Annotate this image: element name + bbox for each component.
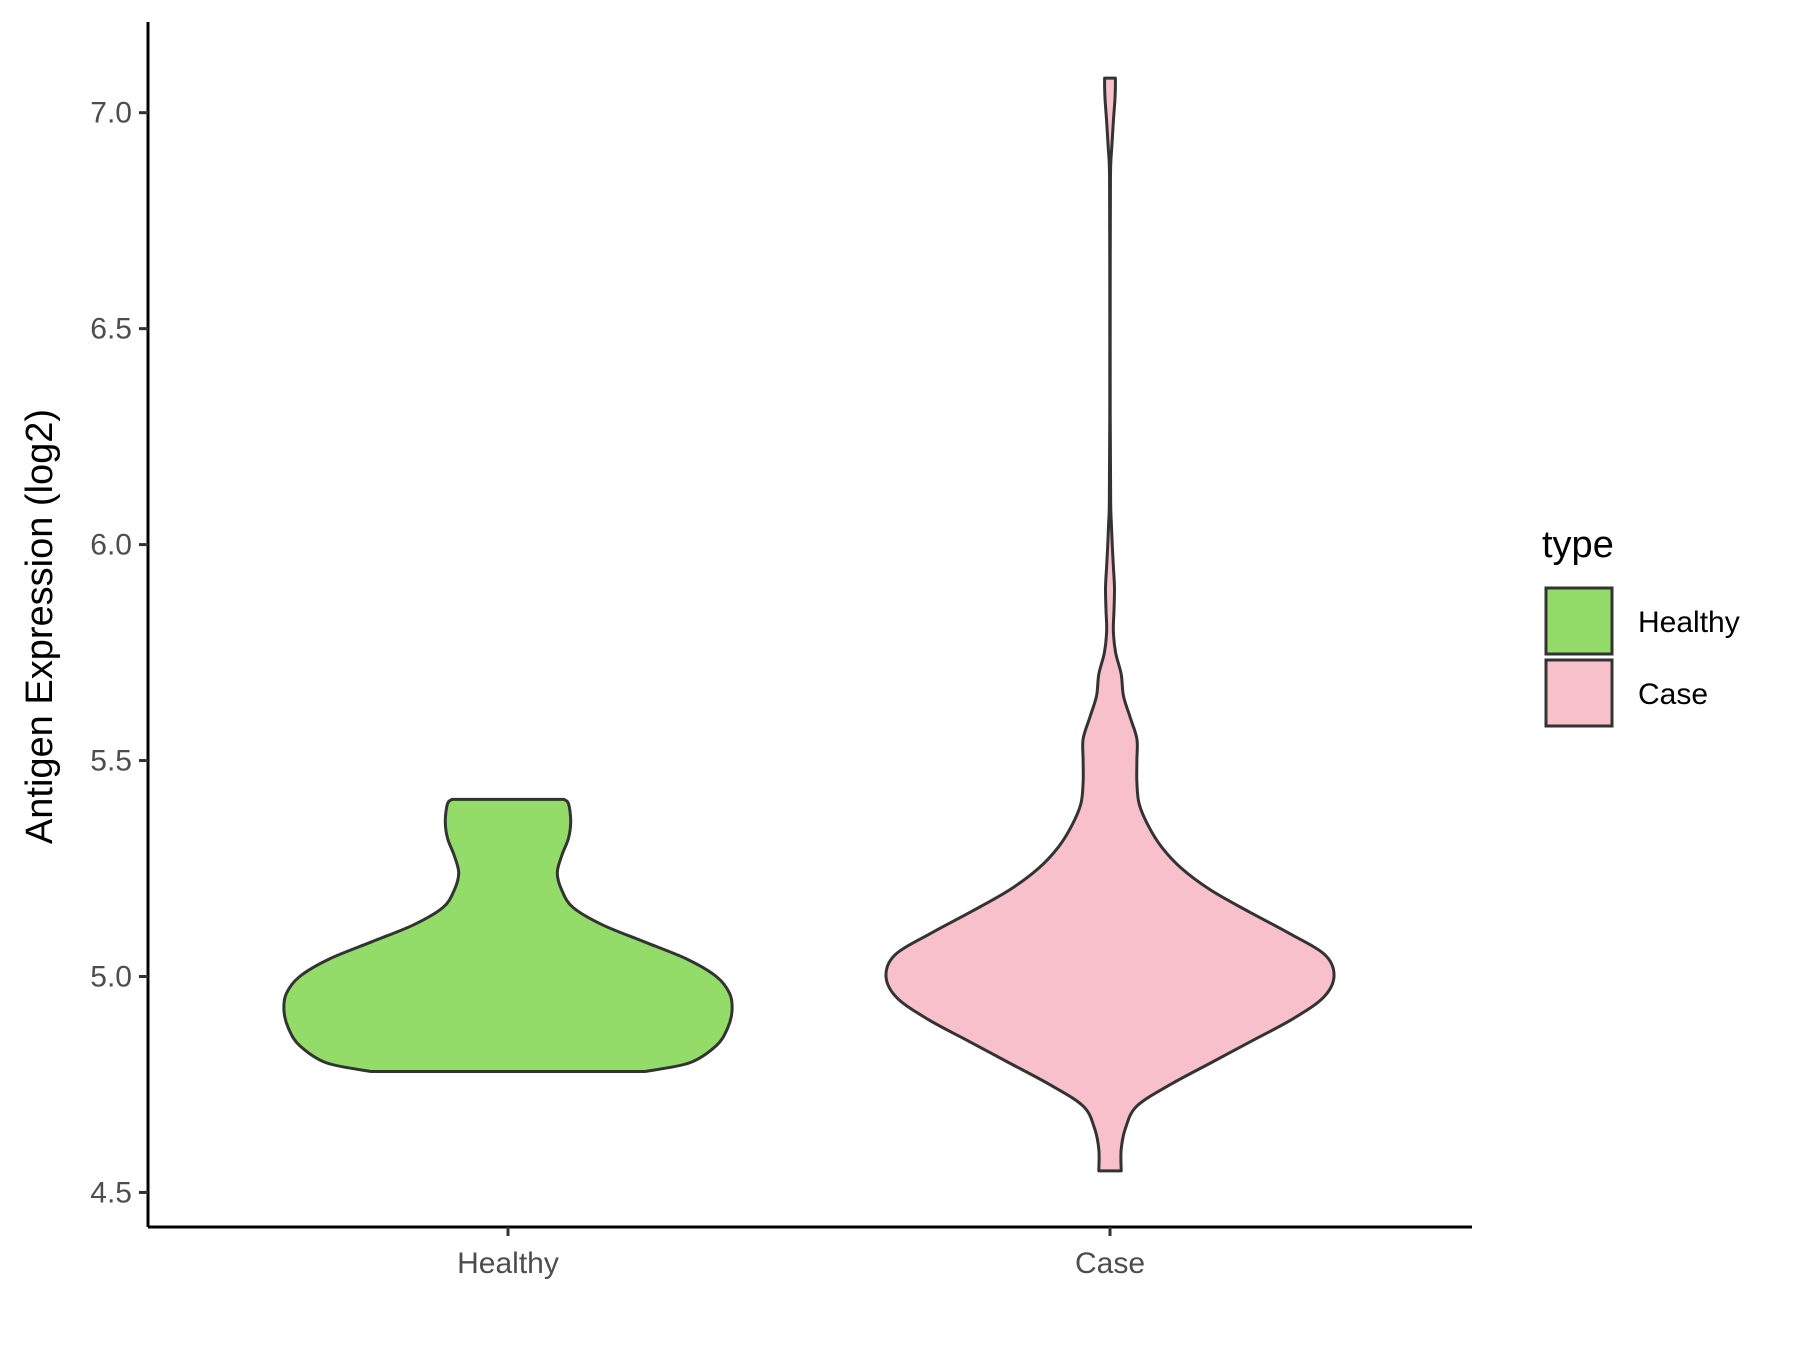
y-axis-ticks: 4.5 5.0 5.5 6.0 6.5 7.0: [90, 97, 148, 1209]
y-tick-label: 5.0: [90, 960, 132, 993]
y-tick-label: 4.5: [90, 1176, 132, 1209]
legend-key-case: [1544, 658, 1614, 728]
y-axis-title: Antigen Expression (log2): [19, 409, 61, 844]
x-axis-ticks: Healthy Case: [457, 1227, 1145, 1280]
violins-layer: [282, 76, 1336, 1173]
x-tick-label-case: Case: [1075, 1247, 1145, 1280]
legend-label-healthy: Healthy: [1638, 606, 1740, 639]
legend: type Healthy Case: [1542, 524, 1740, 728]
y-tick-label: 5.5: [90, 745, 132, 778]
y-tick-label: 6.5: [90, 313, 132, 346]
y-tick-label: 7.0: [90, 97, 132, 130]
legend-key-healthy: [1544, 586, 1614, 656]
legend-label-case: Case: [1638, 678, 1708, 711]
legend-title: type: [1542, 524, 1614, 566]
violin-case: [884, 76, 1336, 1173]
y-tick-label: 6.0: [90, 529, 132, 562]
x-tick-label-healthy: Healthy: [457, 1247, 559, 1280]
violin-healthy: [282, 797, 734, 1074]
